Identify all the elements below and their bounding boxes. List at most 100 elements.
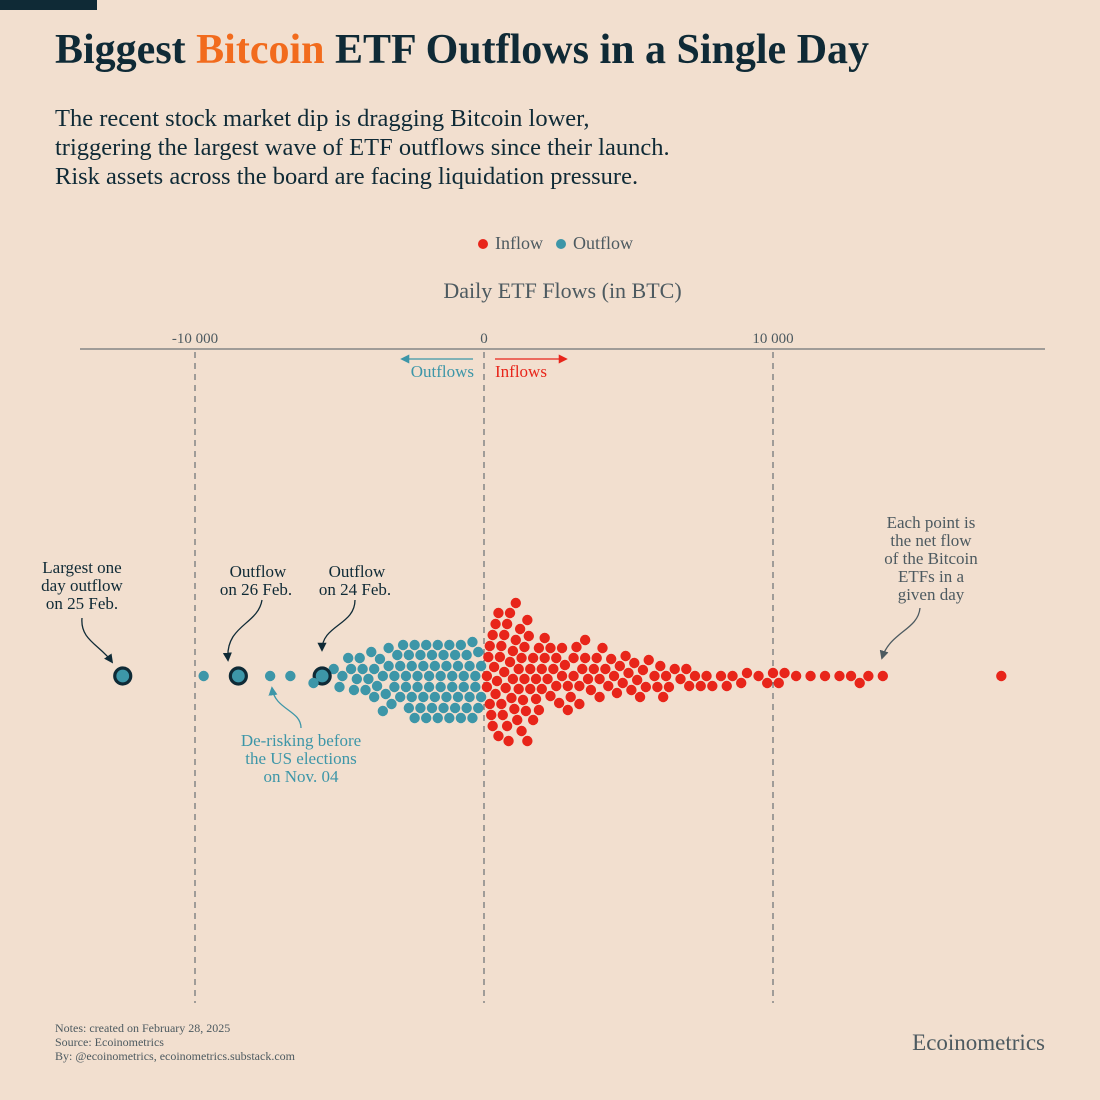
inflow-point xyxy=(767,667,779,679)
inflow-point xyxy=(517,694,529,706)
inflow-point xyxy=(637,664,649,676)
inflow-point xyxy=(522,614,533,626)
outflow-point xyxy=(366,646,377,658)
legend-inflow-label: Inflow xyxy=(495,233,543,253)
outflow-point xyxy=(400,681,412,693)
annotation-feb26: Outflow on 26 Feb. xyxy=(220,562,292,599)
outflow-point xyxy=(412,681,423,693)
outflow-point xyxy=(371,680,383,692)
inflow-point xyxy=(605,653,617,665)
outflow-point xyxy=(418,660,429,672)
legend-outflow-marker xyxy=(556,238,566,249)
outflow-point xyxy=(285,670,296,682)
x-tick-label: 0 xyxy=(480,331,488,347)
inflow-point xyxy=(491,675,503,687)
outflow-point xyxy=(377,670,389,682)
inflow-point xyxy=(497,709,508,721)
inflow-point xyxy=(510,597,521,609)
outflow-point xyxy=(475,691,487,703)
inflow-point xyxy=(509,703,520,715)
inflow-point xyxy=(741,667,753,679)
inflow-point xyxy=(620,650,631,662)
highlighted-outflow-point xyxy=(312,666,332,686)
chart-title: Biggest Bitcoin ETF Outflows in a Single… xyxy=(55,27,870,73)
svg-text:Outflow: Outflow xyxy=(230,562,287,581)
inflow-point xyxy=(736,677,747,689)
inflow-point xyxy=(591,652,602,664)
inflow-point xyxy=(487,629,498,641)
inflow-point xyxy=(507,645,519,657)
inflow-point xyxy=(681,663,692,675)
footer-by: By: @ecoinometrics, ecoinometrics.substa… xyxy=(55,1049,295,1063)
inflow-point xyxy=(617,677,628,689)
inflow-point xyxy=(594,673,605,685)
inflow-point xyxy=(545,690,556,702)
inflow-point xyxy=(762,677,773,689)
highlighted-outflow-point xyxy=(113,666,133,686)
outflow-point xyxy=(449,649,461,661)
svg-text:the US elections: the US elections xyxy=(245,749,356,768)
annotation-each-point: Each point is the net flow of the Bitcoi… xyxy=(884,513,978,604)
x-tick-label: -10 000 xyxy=(172,331,218,347)
inflow-point xyxy=(551,680,562,692)
outflow-point xyxy=(360,684,371,696)
inflow-point xyxy=(501,618,513,630)
outflow-point xyxy=(380,688,391,700)
inflow-point xyxy=(481,681,493,693)
brand-logo-text: Ecoinometrics xyxy=(912,1030,1045,1055)
outflow-point xyxy=(429,660,441,672)
inflow-point xyxy=(996,670,1007,682)
svg-text:De-risking before: De-risking before xyxy=(241,731,361,750)
outflow-point xyxy=(394,660,406,672)
inflow-point xyxy=(483,651,494,663)
inflow-point xyxy=(574,698,585,710)
inflow-point xyxy=(585,684,597,696)
inflow-point xyxy=(504,607,516,619)
x-axis-title: Daily ETF Flows (in BTC) xyxy=(443,278,682,303)
inflow-point xyxy=(715,670,727,682)
inflow-point xyxy=(631,674,643,686)
outflow-point xyxy=(351,673,363,685)
outflow-point xyxy=(441,660,452,672)
inflow-point xyxy=(790,670,802,682)
chart-subtitle: The recent stock market dip is dragging … xyxy=(55,104,670,191)
inflow-point xyxy=(626,684,637,696)
outflow-point xyxy=(328,663,339,675)
svg-text:on 25 Feb.: on 25 Feb. xyxy=(46,594,118,613)
outflow-point xyxy=(461,649,472,661)
outflow-point xyxy=(357,663,368,675)
inflow-point xyxy=(481,670,493,682)
outflow-point xyxy=(342,652,354,664)
inflow-point xyxy=(525,683,536,695)
outflow-point xyxy=(415,649,426,661)
inflow-point xyxy=(669,663,680,675)
inflow-point xyxy=(657,691,669,703)
inflow-point xyxy=(863,670,874,682)
inflow-point xyxy=(559,659,571,671)
inflow-point xyxy=(845,670,857,682)
outflow-point xyxy=(368,691,380,703)
inflow-point xyxy=(510,634,521,646)
inflow-point xyxy=(753,670,764,682)
inflow-point xyxy=(496,640,507,652)
outflow-point xyxy=(406,660,417,672)
outflow-point xyxy=(337,670,348,682)
outflow-point xyxy=(441,691,452,703)
inflow-point xyxy=(571,641,582,653)
inflow-point xyxy=(634,691,646,703)
svg-text:day outflow: day outflow xyxy=(41,576,123,595)
inflow-point xyxy=(603,680,614,692)
legend-outflow-label: Outflow xyxy=(573,233,633,253)
inflow-point xyxy=(568,670,579,682)
footer-source: Source: Ecoinometrics xyxy=(55,1035,164,1049)
outflow-point xyxy=(423,670,435,682)
outflow-point xyxy=(467,636,478,648)
inflow-point xyxy=(545,642,556,654)
outflow-point xyxy=(264,670,276,682)
outflow-point xyxy=(354,652,365,664)
inflow-point xyxy=(689,670,701,682)
outflow-point xyxy=(447,670,458,682)
inflow-point xyxy=(499,629,510,641)
inflow-point xyxy=(539,632,550,644)
